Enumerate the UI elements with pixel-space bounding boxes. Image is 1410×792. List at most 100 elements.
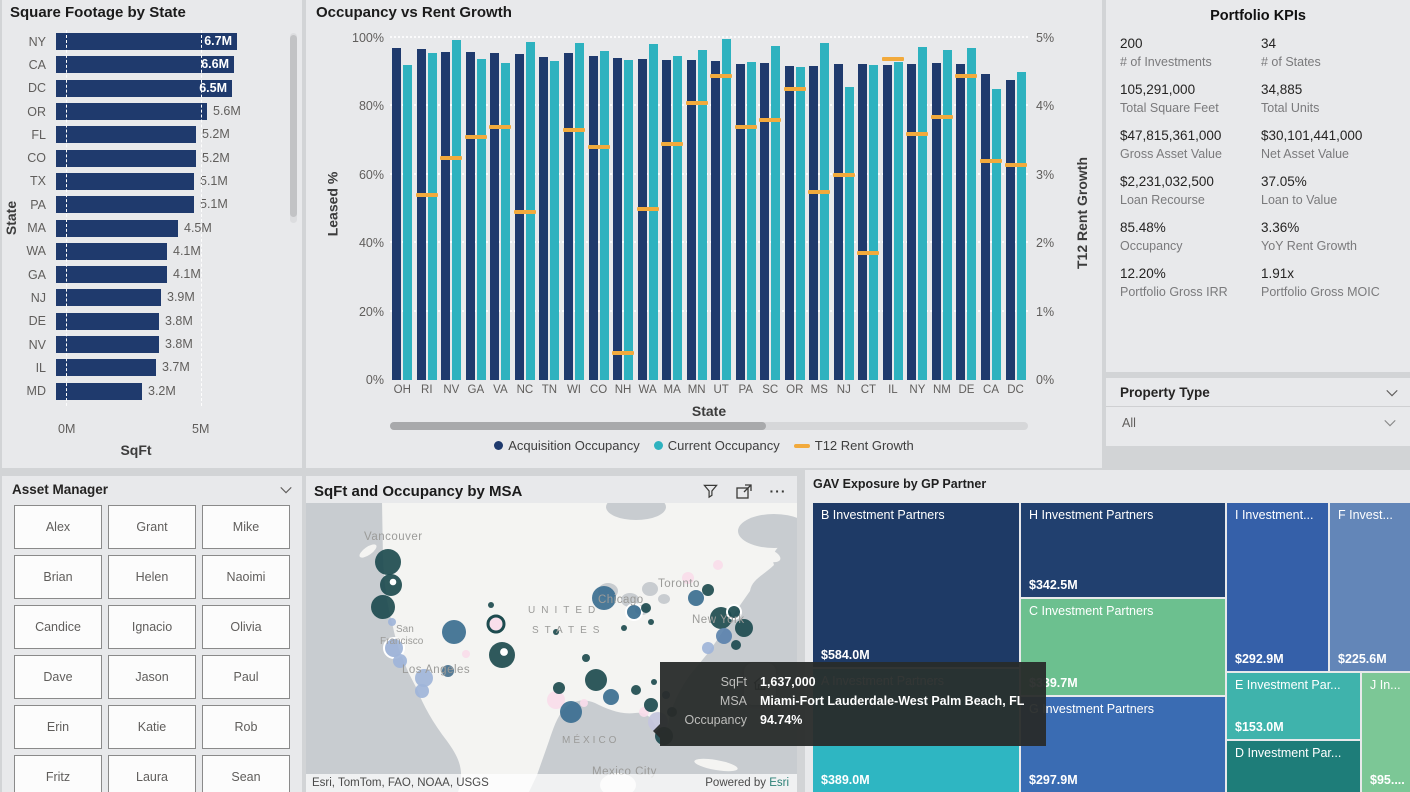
bar-PA[interactable] [56, 196, 194, 214]
map-bubble[interactable] [415, 669, 433, 687]
map-bubble[interactable] [375, 549, 401, 575]
chevron-down-icon[interactable] [1384, 419, 1396, 427]
filter-icon[interactable] [699, 481, 721, 501]
acquisition-occupancy-bar-PA[interactable] [735, 64, 745, 380]
current-occupancy-bar-CA[interactable] [992, 88, 1002, 380]
map-bubble[interactable] [388, 618, 396, 626]
map-bubble[interactable] [592, 586, 616, 610]
treemap-block-binvestmentpartners[interactable]: B Investment Partners $584.0M [813, 503, 1019, 667]
map-bubble[interactable] [560, 701, 582, 723]
map-bubble[interactable] [462, 650, 470, 658]
asset-manager-button-candice[interactable]: Candice [14, 605, 102, 649]
map-bubble[interactable] [371, 595, 395, 619]
current-occupancy-bar-WI[interactable] [574, 43, 584, 380]
treemap-block-hinvestmentpartners[interactable]: H Investment Partners $342.5M [1021, 503, 1225, 597]
rent-growth-marker-CA[interactable] [980, 159, 1003, 164]
map-bubble[interactable] [580, 699, 588, 707]
current-occupancy-bar-MS[interactable] [820, 43, 830, 380]
bar-IL[interactable] [56, 359, 156, 377]
current-occupancy-bar-PA[interactable] [746, 62, 756, 380]
current-occupancy-bar-NY[interactable] [918, 46, 928, 380]
treemap-block-jin[interactable]: J In... $95.... [1362, 673, 1410, 792]
map-bubble[interactable] [688, 590, 704, 606]
bar-NY[interactable]: 6.7M [56, 33, 237, 51]
acquisition-occupancy-bar-CA[interactable] [981, 74, 991, 380]
rent-growth-marker-GA[interactable] [464, 135, 487, 140]
chevron-down-icon[interactable] [280, 486, 292, 494]
acquisition-occupancy-bar-VA[interactable] [490, 53, 500, 380]
map-bubble[interactable] [625, 603, 643, 621]
property-type-header[interactable]: Property Type [1106, 378, 1410, 406]
map-bubble[interactable] [648, 619, 654, 625]
current-occupancy-bar-OH[interactable] [403, 65, 413, 380]
map-bubble[interactable] [702, 584, 714, 596]
map-bubble[interactable] [716, 628, 732, 644]
current-occupancy-bar-CO[interactable] [599, 51, 609, 380]
map-bubble[interactable] [603, 689, 619, 705]
asset-manager-button-fritz[interactable]: Fritz [14, 755, 102, 792]
rent-growth-marker-DC[interactable] [1004, 162, 1027, 167]
current-occupancy-bar-SC[interactable] [771, 45, 781, 380]
treemap-block-dinvestmentpar[interactable]: D Investment Par... [1227, 741, 1360, 792]
map-bubble[interactable] [486, 614, 506, 634]
bar-CO[interactable] [56, 149, 196, 167]
acquisition-occupancy-bar-GA[interactable] [465, 52, 475, 380]
current-occupancy-bar-MN[interactable] [697, 49, 707, 380]
rent-growth-marker-OR[interactable] [783, 87, 806, 92]
map-bubble[interactable] [393, 654, 407, 668]
acquisition-occupancy-bar-NH[interactable] [613, 57, 623, 380]
asset-manager-button-rob[interactable]: Rob [202, 705, 290, 749]
current-occupancy-bar-TN[interactable] [550, 60, 560, 380]
asset-manager-button-naoimi[interactable]: Naoimi [202, 555, 290, 599]
acquisition-occupancy-bar-MN[interactable] [686, 60, 696, 380]
map-bubble[interactable] [731, 640, 741, 650]
acquisition-occupancy-bar-TN[interactable] [539, 56, 549, 380]
acquisition-occupancy-bar-MS[interactable] [809, 65, 819, 380]
property-type-dropdown[interactable]: All [1106, 407, 1410, 436]
focus-mode-icon[interactable] [733, 481, 755, 501]
map-bubble[interactable] [553, 629, 559, 635]
asset-manager-button-alex[interactable]: Alex [14, 505, 102, 549]
bar-WA[interactable] [56, 242, 167, 260]
legend-item[interactable]: Current Occupancy [653, 438, 780, 453]
treemap-block-cinvestmentpartners[interactable]: C Investment Partners $339.7M [1021, 599, 1225, 695]
rent-growth-marker-NM[interactable] [930, 114, 953, 119]
rent-growth-marker-SC[interactable] [759, 118, 782, 123]
current-occupancy-bar-NV[interactable] [452, 40, 462, 380]
map-bubble[interactable] [682, 572, 694, 584]
acquisition-occupancy-bar-RI[interactable] [416, 49, 426, 380]
acquisition-occupancy-bar-NC[interactable] [514, 54, 524, 380]
rent-growth-marker-UT[interactable] [710, 73, 733, 78]
rent-growth-marker-RI[interactable] [415, 193, 438, 198]
rent-growth-marker-CO[interactable] [587, 145, 610, 150]
acquisition-occupancy-bar-UT[interactable] [711, 61, 721, 380]
asset-manager-button-brian[interactable]: Brian [14, 555, 102, 599]
rent-growth-marker-VA[interactable] [489, 124, 512, 129]
acquisition-occupancy-bar-OH[interactable] [392, 47, 402, 380]
current-occupancy-bar-OR[interactable] [795, 66, 805, 380]
current-occupancy-bar-WA[interactable] [648, 44, 658, 380]
acquisition-occupancy-bar-NV[interactable] [441, 51, 451, 380]
map-bubble[interactable] [621, 625, 627, 631]
bar-TX[interactable] [56, 172, 194, 190]
acquisition-occupancy-bar-SC[interactable] [760, 63, 770, 380]
map-bubble[interactable] [547, 691, 565, 709]
treemap-block-einvestmentpar[interactable]: E Investment Par... $153.0M [1227, 673, 1360, 739]
combo-chart-scrollbar-thumb[interactable] [390, 422, 767, 430]
rent-growth-marker-DE[interactable] [955, 73, 978, 78]
rent-growth-marker-NY[interactable] [906, 131, 929, 136]
current-occupancy-bar-VA[interactable] [501, 63, 511, 380]
map-image[interactable]: Vancouver Toronto Chicago New York UNITED STA… [306, 503, 797, 792]
map-bubble[interactable] [488, 602, 494, 608]
combo-chart-scrollbar[interactable] [390, 422, 1028, 430]
acquisition-occupancy-bar-DE[interactable] [956, 64, 966, 380]
current-occupancy-bar-NM[interactable] [942, 49, 952, 380]
bar-CA[interactable]: 6.6M [56, 56, 234, 74]
bar-NV[interactable] [56, 336, 159, 353]
acquisition-occupancy-bar-CO[interactable] [588, 55, 598, 380]
map-bubble[interactable] [442, 665, 454, 677]
bar-DC[interactable]: 6.5M [56, 79, 232, 97]
asset-manager-button-katie[interactable]: Katie [108, 705, 196, 749]
treemap-block-finvest[interactable]: F Invest... $225.6M [1330, 503, 1410, 671]
bar-DE[interactable] [56, 312, 159, 330]
